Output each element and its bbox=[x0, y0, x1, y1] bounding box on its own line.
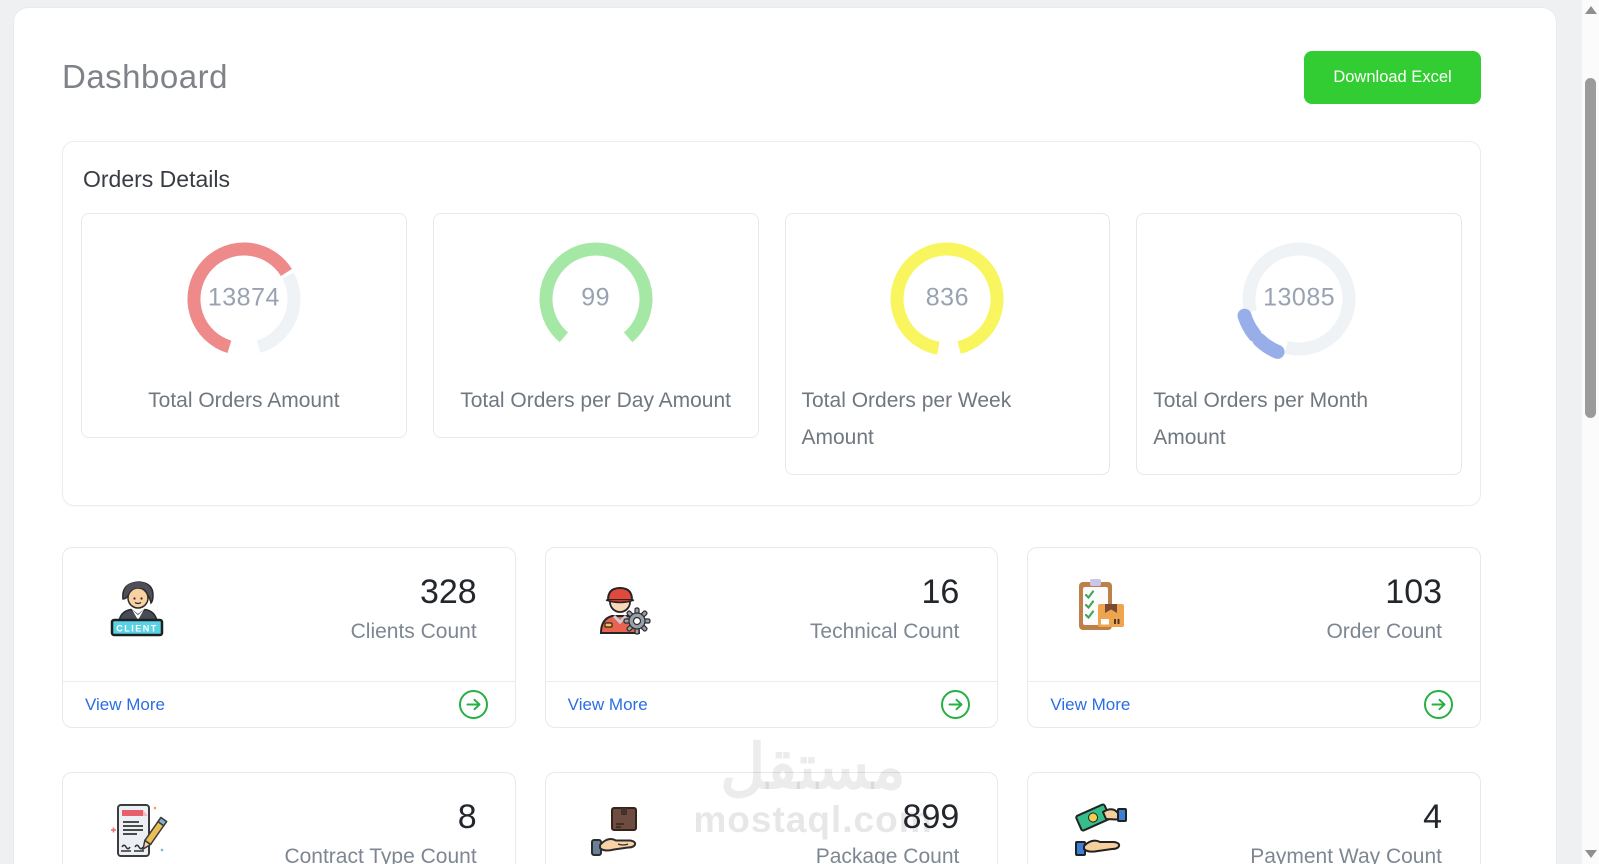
orders-details-card: Orders Details 13874 Total Orders Amount bbox=[62, 141, 1481, 506]
gauge-label: Total Orders per Day Amount bbox=[460, 389, 732, 412]
arrow-circle-icon[interactable] bbox=[1423, 689, 1454, 720]
download-excel-button[interactable]: Download Excel bbox=[1304, 50, 1481, 104]
gauge-card-total-orders: 13874 Total Orders Amount bbox=[81, 213, 407, 438]
stat-card-payment-ways: 4 Payment Way Count View More bbox=[1027, 772, 1482, 864]
gauge-slice bbox=[1237, 308, 1262, 342]
gauge-icon bbox=[187, 242, 301, 354]
client-icon: CLIENT bbox=[105, 575, 169, 639]
scrollbar-down-arrow-icon[interactable] bbox=[1585, 850, 1597, 858]
gauge-value: 836 bbox=[925, 283, 969, 312]
gauge-card-orders-per-month: 13085 Total Orders per Month Amount bbox=[1136, 213, 1462, 475]
gauges-row: 13874 Total Orders Amount 99 Total Order… bbox=[81, 213, 1462, 475]
stat-value: 103 bbox=[1385, 573, 1443, 611]
main-container: Dashboard Download Excel Orders Details … bbox=[14, 8, 1556, 864]
payment-icon bbox=[1070, 800, 1134, 864]
gauge-value: 13874 bbox=[207, 283, 280, 312]
stat-value: 899 bbox=[902, 798, 960, 836]
stat-value: 16 bbox=[921, 573, 960, 611]
view-more-link[interactable]: View More bbox=[1050, 694, 1131, 714]
gauge-label: Total Orders per Month Amount bbox=[1153, 389, 1369, 449]
stats-row-2: 8 Contract Type Count View More bbox=[62, 772, 1482, 864]
gauge-label: Total Orders per Week Amount bbox=[801, 389, 1012, 449]
orders-per-week-gauge-chart: 836 bbox=[882, 234, 1012, 364]
stat-card-technical: 16 Technical Count View More bbox=[544, 547, 999, 728]
scrollbar-up-arrow-icon[interactable] bbox=[1585, 6, 1597, 14]
technician-icon bbox=[588, 575, 652, 639]
header: Dashboard Download Excel bbox=[62, 50, 1481, 104]
order-icon bbox=[1070, 575, 1134, 639]
scrollbar-thumb[interactable] bbox=[1585, 78, 1596, 418]
contract-icon bbox=[105, 800, 169, 864]
stat-label: Order Count bbox=[1326, 620, 1443, 643]
stat-value: 328 bbox=[419, 573, 477, 611]
gauge-value: 99 bbox=[581, 283, 611, 312]
gauge-card-orders-per-day: 99 Total Orders per Day Amount bbox=[432, 213, 759, 438]
stat-label: Package Count bbox=[815, 845, 960, 864]
svg-text:CLIENT: CLIENT bbox=[116, 624, 158, 634]
stat-value: 8 bbox=[457, 798, 477, 836]
package-icon bbox=[588, 800, 652, 864]
gauge-fill bbox=[539, 242, 653, 343]
stats-row-1: CLIENT 328 Clients Count View More bbox=[62, 547, 1482, 728]
stat-label: Clients Count bbox=[350, 620, 477, 643]
scrollbar[interactable] bbox=[1582, 0, 1599, 864]
gauge-icon bbox=[539, 242, 653, 343]
gauge-fill bbox=[890, 242, 1004, 355]
total-orders-gauge-chart: 13874 bbox=[179, 234, 309, 364]
arrow-circle-icon[interactable] bbox=[458, 689, 489, 720]
stat-card-packages: 899 Package Count View More bbox=[544, 772, 999, 864]
gauge-fill bbox=[187, 242, 292, 354]
orders-details-title: Orders Details bbox=[83, 166, 230, 192]
gauge-icon bbox=[1237, 242, 1356, 359]
stat-card-clients: CLIENT 328 Clients Count View More bbox=[62, 547, 516, 728]
gauge-icon bbox=[890, 242, 1004, 355]
view-more-link[interactable]: View More bbox=[85, 694, 165, 714]
gauge-label: Total Orders Amount bbox=[148, 389, 340, 412]
gauge-value: 13085 bbox=[1263, 283, 1336, 312]
orders-per-month-gauge-chart: 13085 bbox=[1234, 234, 1364, 364]
page-title: Dashboard bbox=[62, 58, 228, 95]
gauge-card-orders-per-week: 836 Total Orders per Week Amount bbox=[784, 213, 1111, 475]
stat-label: Technical Count bbox=[809, 620, 960, 643]
stat-label: Payment Way Count bbox=[1250, 845, 1443, 864]
stat-label: Contract Type Count bbox=[284, 845, 477, 864]
stat-value: 4 bbox=[1423, 798, 1443, 836]
stat-card-orders: 103 Order Count View More bbox=[1027, 547, 1482, 728]
orders-per-day-gauge-chart: 99 bbox=[531, 234, 661, 364]
stat-card-contract-types: 8 Contract Type Count View More bbox=[62, 772, 516, 864]
view-more-link[interactable]: View More bbox=[567, 694, 648, 714]
arrow-circle-icon[interactable] bbox=[940, 689, 971, 720]
gauge-slice bbox=[1252, 333, 1285, 359]
